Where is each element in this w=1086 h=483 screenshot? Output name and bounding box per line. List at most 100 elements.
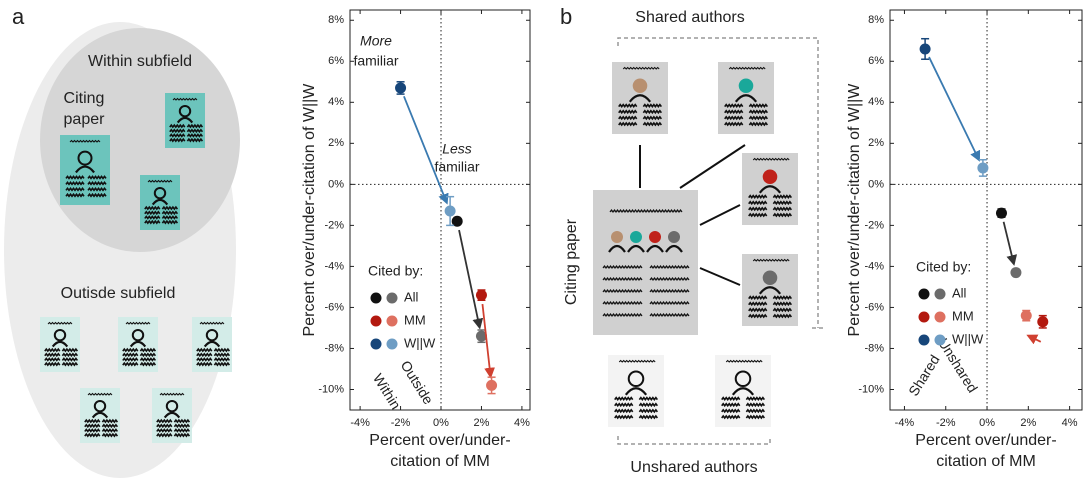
x-tick-label: 0% bbox=[433, 417, 449, 429]
x-tick-label: 4% bbox=[514, 417, 530, 429]
node-label: Citing bbox=[64, 90, 105, 107]
point bbox=[395, 82, 406, 93]
y-axis-label: Percent over/under-citation of W||W bbox=[301, 83, 318, 337]
y-tick-label: 2% bbox=[868, 137, 884, 149]
arrow bbox=[929, 57, 979, 160]
author-head bbox=[763, 169, 778, 184]
annotation: familiar bbox=[434, 159, 479, 175]
y-tick-label: 2% bbox=[328, 137, 344, 149]
legend-swatch bbox=[935, 312, 946, 323]
legend-swatch bbox=[935, 335, 946, 346]
bracket bbox=[618, 436, 770, 444]
x-axis-label: Percent over/under- bbox=[369, 432, 510, 449]
point bbox=[476, 290, 487, 301]
region-label: Within subfield bbox=[88, 53, 192, 70]
legend-label: W||W bbox=[952, 331, 984, 346]
y-tick-label: -6% bbox=[864, 301, 884, 313]
legend-swatch bbox=[919, 312, 930, 323]
panel-label: a bbox=[12, 4, 25, 29]
point bbox=[1021, 310, 1032, 321]
legend-swatch bbox=[919, 289, 930, 300]
paper-icon bbox=[140, 175, 180, 230]
point bbox=[1037, 316, 1048, 327]
annotation: More bbox=[360, 33, 392, 49]
paper-icon bbox=[742, 254, 798, 326]
region-label: Outisde subfield bbox=[61, 285, 176, 302]
legend-label: All bbox=[952, 285, 967, 300]
legend-swatch bbox=[387, 316, 398, 327]
legend-label: W||W bbox=[404, 335, 436, 350]
arrow bbox=[404, 96, 447, 202]
y-tick-label: 4% bbox=[328, 96, 344, 108]
x-tick-label: -4% bbox=[895, 417, 915, 429]
group-label: Shared authors bbox=[635, 9, 744, 26]
link bbox=[680, 145, 745, 188]
paper-icon bbox=[40, 317, 80, 372]
panel-label: b bbox=[560, 4, 572, 29]
arrow bbox=[1028, 336, 1041, 342]
arrow bbox=[1004, 222, 1014, 264]
x-tick-label: -4% bbox=[350, 417, 370, 429]
y-tick-label: 0% bbox=[868, 178, 884, 190]
x-axis-label: citation of MM bbox=[936, 453, 1036, 470]
legend-label: MM bbox=[952, 308, 974, 323]
point bbox=[996, 208, 1007, 219]
y-tick-label: -10% bbox=[318, 383, 344, 395]
paper-icon bbox=[608, 355, 664, 427]
annotation: Within bbox=[370, 371, 404, 412]
x-tick-label: 0% bbox=[979, 417, 995, 429]
point bbox=[920, 43, 931, 54]
point bbox=[486, 380, 497, 391]
y-tick-label: 6% bbox=[328, 55, 344, 67]
legend-title: Cited by: bbox=[916, 259, 971, 275]
legend-swatch bbox=[371, 339, 382, 350]
legend-label: MM bbox=[404, 312, 426, 327]
node-label: paper bbox=[64, 111, 106, 128]
paper-icon bbox=[118, 317, 158, 372]
author-head bbox=[633, 78, 648, 93]
group-label: Unshared authors bbox=[630, 459, 757, 476]
y-tick-label: 8% bbox=[868, 14, 884, 26]
y-tick-label: 8% bbox=[328, 14, 344, 26]
paper-icon bbox=[152, 388, 192, 443]
y-tick-label: -8% bbox=[324, 342, 344, 354]
y-tick-label: -6% bbox=[324, 301, 344, 313]
x-axis-label: citation of MM bbox=[390, 453, 490, 470]
y-tick-label: -2% bbox=[324, 219, 344, 231]
author-head bbox=[611, 231, 623, 243]
paper-icon bbox=[165, 93, 205, 148]
y-tick-label: 6% bbox=[868, 55, 884, 67]
paper-icon bbox=[60, 135, 110, 205]
y-tick-label: -10% bbox=[858, 383, 884, 395]
legend-label: All bbox=[404, 289, 419, 304]
y-tick-label: -2% bbox=[864, 219, 884, 231]
citing-paper bbox=[593, 190, 698, 335]
y-tick-label: -4% bbox=[864, 260, 884, 272]
annotation: Shared bbox=[905, 352, 942, 399]
plot-frame bbox=[350, 10, 530, 410]
author-head bbox=[763, 270, 778, 285]
point bbox=[445, 206, 456, 217]
link bbox=[700, 268, 740, 285]
paper-icon bbox=[715, 355, 771, 427]
y-axis-label: Percent over/under-citation of W||W bbox=[846, 83, 863, 337]
author-head bbox=[649, 231, 661, 243]
annotation: familiar bbox=[353, 53, 398, 69]
y-tick-label: -4% bbox=[324, 260, 344, 272]
x-tick-label: -2% bbox=[936, 417, 956, 429]
point bbox=[977, 162, 988, 173]
legend-swatch bbox=[371, 316, 382, 327]
point bbox=[1010, 267, 1021, 278]
x-tick-label: 2% bbox=[474, 417, 490, 429]
x-axis-label: Percent over/under- bbox=[915, 432, 1056, 449]
legend-swatch bbox=[919, 335, 930, 346]
author-head bbox=[630, 231, 642, 243]
paper-icon bbox=[742, 153, 798, 225]
y-tick-label: 0% bbox=[328, 178, 344, 190]
author-head bbox=[739, 78, 754, 93]
legend-swatch bbox=[387, 293, 398, 304]
link bbox=[700, 205, 740, 225]
legend-swatch bbox=[371, 293, 382, 304]
arrow bbox=[459, 230, 480, 327]
author-head bbox=[668, 231, 680, 243]
